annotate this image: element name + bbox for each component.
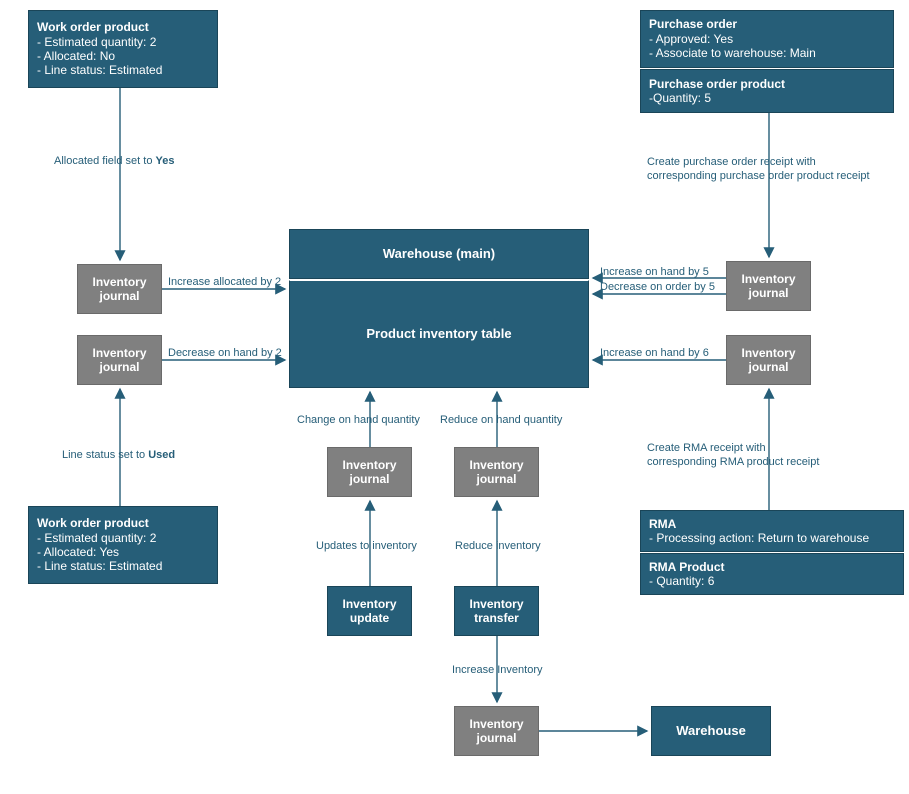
po-title: Purchase order	[649, 17, 816, 31]
node-inventory-journal-mr: Inventory journal	[726, 335, 811, 385]
node-inventory-journal-tr: Inventory journal	[726, 261, 811, 311]
node-warehouse-bot: Warehouse	[651, 706, 771, 756]
node-purchase-order-product: Purchase order product -Quantity: 5	[640, 69, 894, 113]
label-reduce-onhand: Reduce on hand quantity	[440, 414, 562, 428]
wop-bot-line1: - Estimated quantity: 2	[37, 531, 162, 545]
node-rma-product: RMA Product - Quantity: 6	[640, 553, 904, 595]
wop-bot-line3: - Line status: Estimated	[37, 559, 162, 573]
node-work-order-product-bottom: Work order product - Estimated quantity:…	[28, 506, 218, 584]
label-reduce-inventory: Reduce inventory	[455, 540, 541, 554]
wop-top-title: Work order product	[37, 20, 162, 34]
node-work-order-product-top: Work order product - Estimated quantity:…	[28, 10, 218, 88]
label-rma-receipt: Create RMA receipt with corresponding RM…	[647, 442, 819, 470]
rmap-line1: - Quantity: 6	[649, 574, 725, 588]
label-decrease-onhand: Decrease on hand by 2	[168, 347, 282, 361]
node-inventory-journal-cl: Inventory journal	[327, 447, 412, 497]
po-line1: - Approved: Yes	[649, 32, 816, 46]
node-inventory-update: Inventory update	[327, 586, 412, 636]
node-inventory-journal-tl: Inventory journal	[77, 264, 162, 314]
pop-title: Purchase order product	[649, 77, 785, 91]
label-allocated-yes: Allocated field set to Yes	[54, 155, 174, 169]
label-decrease-onorder5: Decrease on order by 5	[600, 281, 715, 295]
wop-top-line1: - Estimated quantity: 2	[37, 35, 162, 49]
node-product-inventory-table: Product inventory table	[289, 280, 589, 388]
wop-bot-title: Work order product	[37, 516, 162, 530]
rma-title: RMA	[649, 517, 869, 531]
node-inventory-transfer: Inventory transfer	[454, 586, 539, 636]
label-increase-onhand6: Increase on hand by 6	[600, 347, 709, 361]
node-inventory-journal-bot: Inventory journal	[454, 706, 539, 756]
label-po-receipt: Create purchase order receipt with corre…	[647, 156, 870, 184]
node-inventory-journal-cr: Inventory journal	[454, 447, 539, 497]
diagram-canvas: Work order product - Estimated quantity:…	[0, 0, 909, 794]
node-purchase-order: Purchase order - Approved: Yes - Associa…	[640, 10, 894, 68]
node-warehouse-main: Warehouse (main)	[289, 229, 589, 279]
node-inventory-journal-ml: Inventory journal	[77, 335, 162, 385]
label-increase-onhand5: Increase on hand by 5	[600, 266, 709, 280]
label-updates-inventory: Updates to inventory	[316, 540, 417, 554]
rma-line1: - Processing action: Return to warehouse	[649, 531, 869, 545]
po-line2: - Associate to warehouse: Main	[649, 46, 816, 60]
rmap-title: RMA Product	[649, 560, 725, 574]
wop-top-line2: - Allocated: No	[37, 49, 162, 63]
label-line-status-used: Line status set to Used	[62, 449, 175, 463]
label-increase-allocated: Increase allocated by 2	[168, 276, 281, 290]
pop-line1: -Quantity: 5	[649, 91, 785, 105]
node-rma: RMA - Processing action: Return to wareh…	[640, 510, 904, 552]
wop-top-line3: - Line status: Estimated	[37, 63, 162, 77]
label-increase-inventory: Increase Inventory	[452, 664, 543, 678]
label-change-onhand: Change on hand quantity	[297, 414, 420, 428]
wop-bot-line2: - Allocated: Yes	[37, 545, 162, 559]
